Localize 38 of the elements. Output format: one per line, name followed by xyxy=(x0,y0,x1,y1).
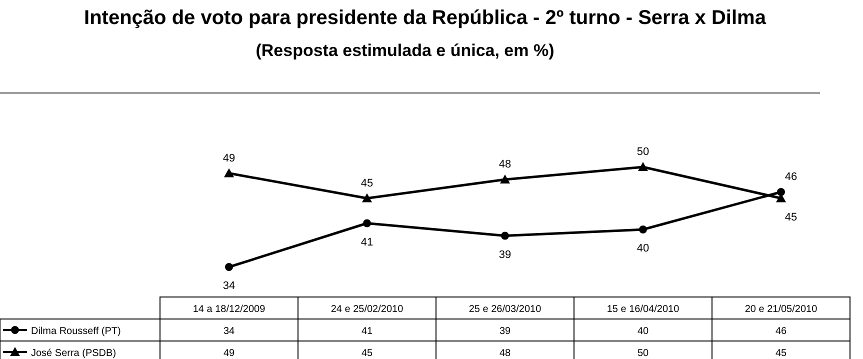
point xyxy=(362,193,372,202)
legend-label: José Serra (PSDB) xyxy=(31,348,116,359)
text: 50 xyxy=(637,348,649,359)
x-tick-label: 24 e 25/02/2010 xyxy=(330,304,404,315)
text: 46 xyxy=(775,326,787,337)
x-tick-label: 15 e 16/04/2010 xyxy=(606,304,680,315)
x-tick-label: 14 a 18/12/2009 xyxy=(192,304,266,315)
text: 49 xyxy=(223,348,235,359)
data-label: 45 xyxy=(360,177,374,190)
data-label: 40 xyxy=(636,242,650,254)
point xyxy=(638,162,648,171)
text: 39 xyxy=(499,326,511,337)
data-label: 46 xyxy=(784,171,798,183)
point xyxy=(225,263,233,271)
text: 34 xyxy=(223,326,235,337)
text: 41 xyxy=(361,326,373,337)
chart-subtitle: (Resposta estimulada e única, em %) xyxy=(256,41,554,60)
text: 45 xyxy=(361,348,373,359)
data-label: 41 xyxy=(360,236,374,248)
data-label: 39 xyxy=(498,248,512,261)
chart-title: Intenção de voto para presidente da República - 2º turno - Serra x Dilma xyxy=(84,7,767,29)
point xyxy=(777,188,785,196)
data-label: 45 xyxy=(784,211,798,224)
x-tick-label: 20 e 21/05/2010 xyxy=(744,304,818,315)
data-label: 49 xyxy=(222,152,236,164)
point xyxy=(639,226,647,234)
data-label: 50 xyxy=(636,146,650,158)
point xyxy=(363,219,371,228)
data-label: 34 xyxy=(222,280,236,292)
x-tick-label: 25 e 26/03/2010 xyxy=(468,304,542,315)
text: 48 xyxy=(499,348,511,359)
legend-label: Dilma Rousseff (PT) xyxy=(31,326,121,337)
text: 45 xyxy=(775,348,787,359)
point xyxy=(501,232,509,240)
point xyxy=(500,174,510,184)
text: 40 xyxy=(637,326,649,337)
point xyxy=(224,168,234,178)
data-label: 48 xyxy=(498,158,512,170)
